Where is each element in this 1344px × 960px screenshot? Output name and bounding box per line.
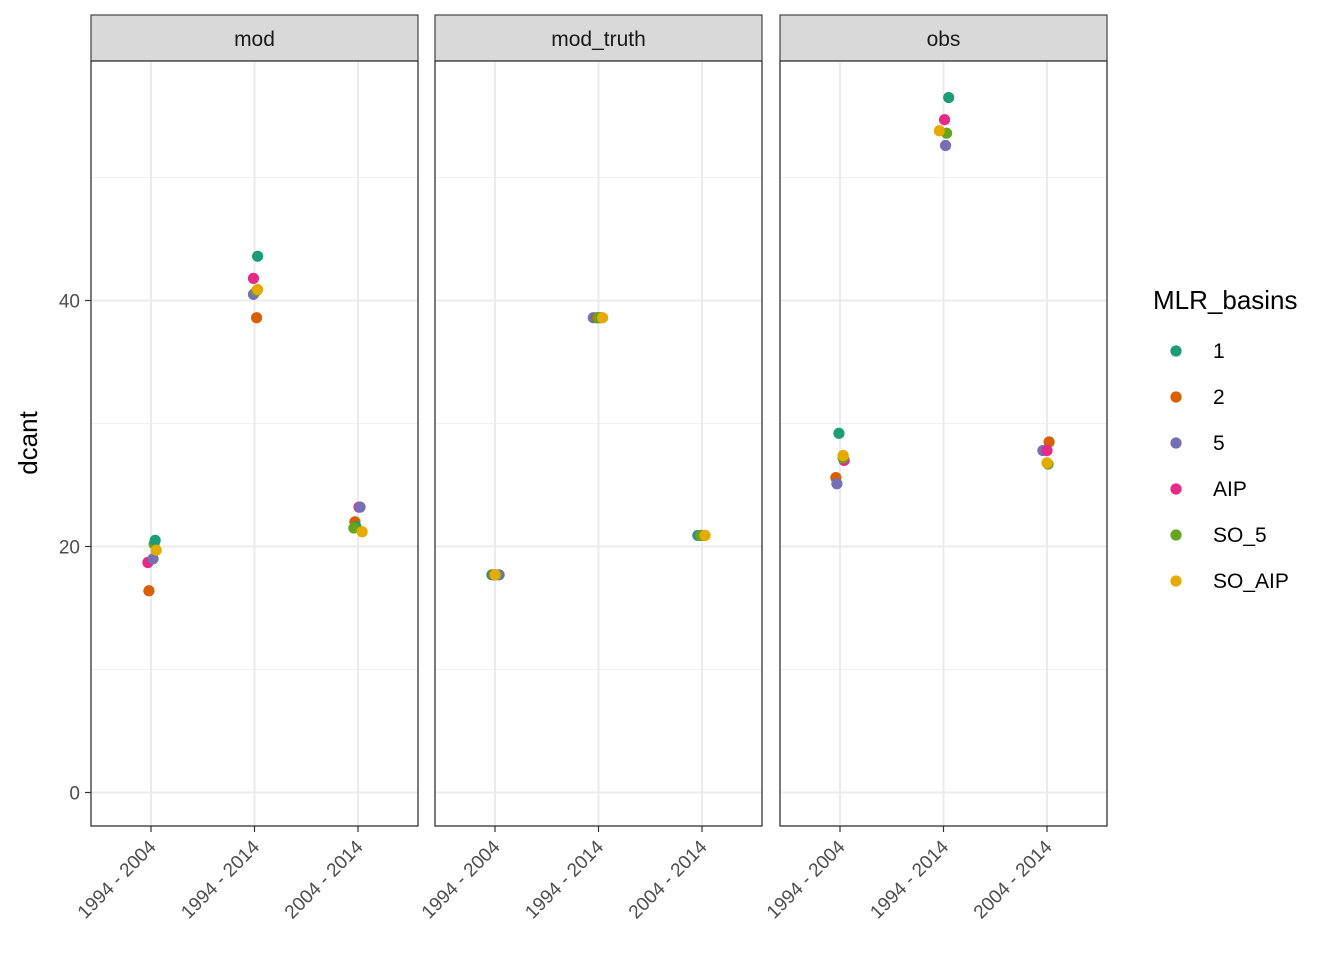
- legend-label: 5: [1213, 432, 1225, 455]
- data-point-AIP: [1041, 444, 1053, 457]
- legend-label: SO_5: [1213, 524, 1267, 547]
- data-point-1: [943, 91, 955, 104]
- facet-strip: [90, 14, 419, 62]
- data-point-5: [147, 553, 159, 565]
- legend-item: SO_5: [1170, 524, 1267, 547]
- data-point-2: [1043, 436, 1055, 448]
- data-point-5: [354, 501, 366, 513]
- legend-key: [1170, 529, 1182, 541]
- data-point-1: [252, 250, 264, 262]
- facet-strip-label: mod_truth: [551, 28, 646, 51]
- data-point-SO_AIP: [699, 529, 711, 542]
- legend-item: AIP: [1170, 478, 1247, 501]
- facet-mod_truth: mod_truth 1994 - 2004 1994 - 2014 2004 - 20…: [418, 14, 763, 923]
- legend-label: 2: [1213, 386, 1225, 409]
- data-point-5: [939, 139, 952, 152]
- legend-item: SO_AIP: [1170, 570, 1289, 593]
- facet-obs: obs 1994 - 2004 1994 - 2014 2004 - 2014: [763, 14, 1108, 923]
- y-tick-label: 20: [59, 538, 80, 559]
- legend-label: SO_AIP: [1213, 570, 1289, 593]
- data-point-2: [143, 585, 155, 597]
- legend-item: 2: [1170, 386, 1225, 409]
- legend-key: [1170, 345, 1182, 357]
- y-axis-title: dcant: [13, 410, 43, 474]
- legend-label: AIP: [1213, 478, 1247, 501]
- legend-item: 1: [1170, 340, 1225, 363]
- x-tick-label: 1994 - 2014: [866, 836, 953, 923]
- legend-title: MLR_basins: [1153, 285, 1298, 315]
- facet-strip: [779, 14, 1108, 62]
- legend-key: [1170, 391, 1182, 403]
- y-tick-label: 40: [59, 292, 80, 313]
- data-point-1: [833, 427, 845, 439]
- data-point-2: [250, 312, 263, 324]
- x-tick-label: 2004 - 2014: [281, 836, 368, 923]
- facet-strip-label: obs: [927, 28, 961, 51]
- x-tick-label: 2004 - 2014: [625, 836, 712, 923]
- y-tick-label: 0: [69, 784, 80, 805]
- legend-label: 1: [1213, 340, 1225, 363]
- data-point-SO_AIP: [150, 544, 162, 556]
- x-tick-label: 1994 - 2004: [418, 836, 505, 923]
- x-tick-label: 1994 - 2004: [74, 836, 161, 923]
- facet-strip: [434, 14, 763, 62]
- x-tick-label: 2004 - 2014: [970, 836, 1057, 923]
- data-point-SO_AIP: [933, 125, 945, 137]
- data-point-SO_AIP: [489, 569, 501, 581]
- data-point-SO_AIP: [837, 449, 849, 462]
- data-point-1: [149, 534, 161, 546]
- data-point-SO_AIP: [597, 312, 609, 324]
- x-tick-label: 1994 - 2004: [763, 836, 850, 923]
- data-point-AIP: [938, 114, 951, 126]
- facet-strip-label: mod: [234, 28, 275, 51]
- facet-mod: mod 1994 - 2004 1994 - 2014 2004 - 2014: [74, 14, 419, 923]
- legend-key: [1170, 575, 1182, 587]
- legend: MLR_basins 1 2 5 AIP SO_5 SO_AIP: [1153, 285, 1298, 593]
- legend-key: [1170, 437, 1182, 449]
- data-point-AIP: [247, 272, 260, 284]
- data-point-SO_AIP: [252, 283, 264, 296]
- legend-key: [1170, 483, 1182, 495]
- data-point-5: [831, 478, 843, 490]
- x-tick-label: 1994 - 2014: [177, 836, 264, 923]
- data-point-SO_AIP: [1041, 457, 1053, 469]
- legend-item: 5: [1170, 432, 1225, 455]
- data-point-SO_AIP: [356, 526, 368, 538]
- x-tick-label: 1994 - 2014: [521, 836, 608, 923]
